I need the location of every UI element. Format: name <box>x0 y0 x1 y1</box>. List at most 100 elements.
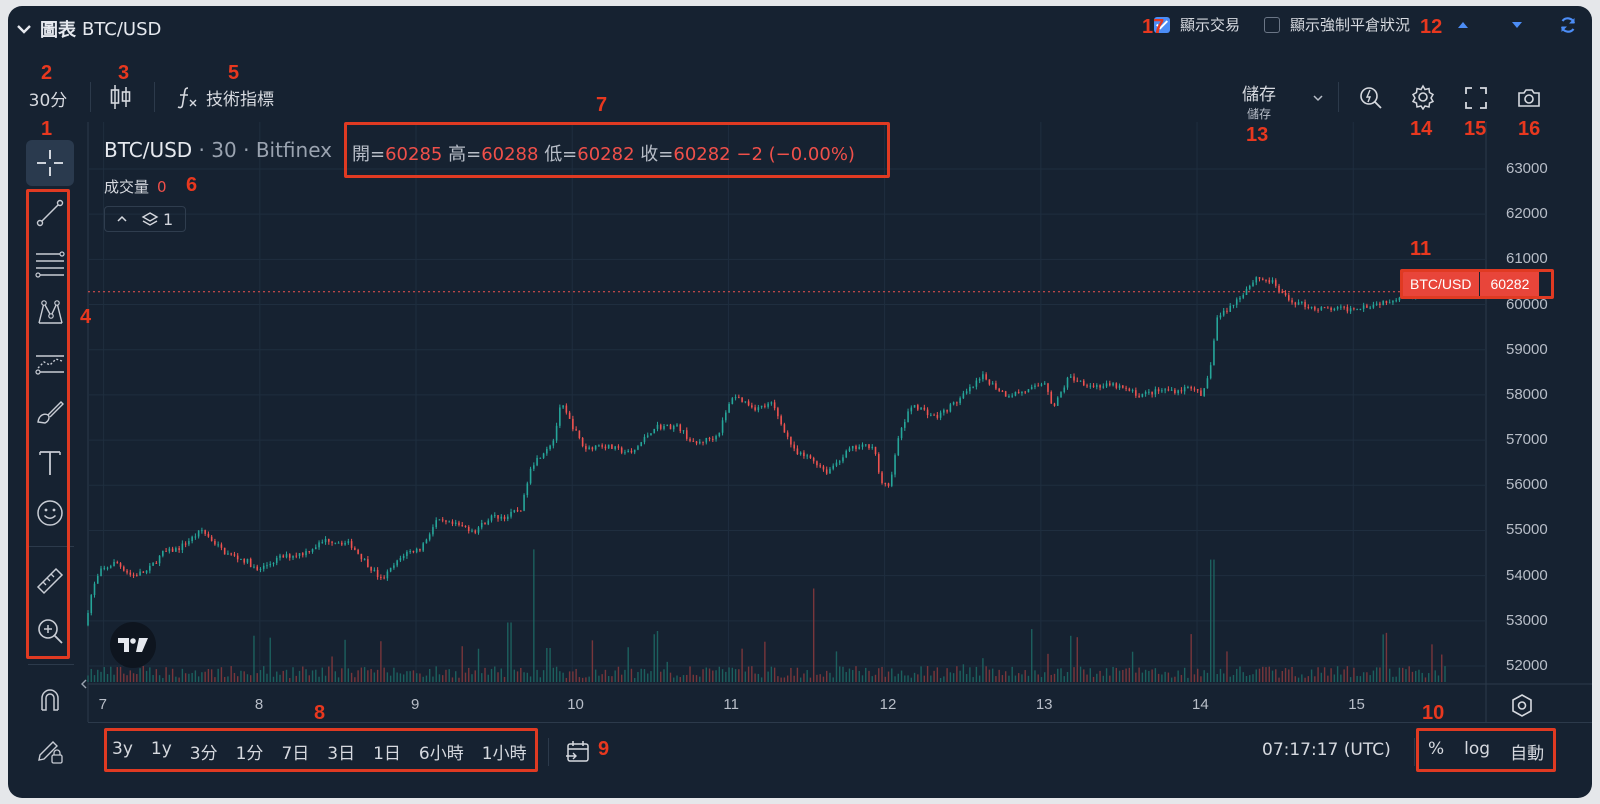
candle-body <box>546 449 548 454</box>
forecast-tool[interactable] <box>26 342 74 384</box>
show-trades-checkbox[interactable] <box>1153 16 1170 33</box>
range-1d[interactable]: 1日 <box>373 744 401 764</box>
interval-button[interactable]: 30分 <box>24 86 72 111</box>
range-6h[interactable]: 6小時 <box>418 744 464 764</box>
legend-collapse-button[interactable]: 1 <box>104 206 186 232</box>
log-scale-button[interactable]: log <box>1464 739 1491 759</box>
candle-body <box>1135 390 1137 396</box>
candle-body <box>301 553 304 556</box>
text-tool[interactable] <box>26 442 74 484</box>
volume-bar <box>87 675 89 682</box>
candle-body <box>432 527 434 535</box>
auto-scale-button[interactable]: 自動 <box>1510 744 1545 764</box>
candle-body <box>373 569 376 571</box>
volume-bar <box>887 671 890 682</box>
annotation-16: 16 <box>1518 118 1541 140</box>
volume-bar <box>1359 676 1362 682</box>
trend-line-tool[interactable] <box>26 192 74 234</box>
range-7d[interactable]: 7日 <box>281 744 310 764</box>
quick-search-icon[interactable] <box>1358 84 1384 110</box>
volume-bar <box>1138 667 1140 682</box>
volume-bar <box>1115 667 1118 682</box>
range-3d[interactable]: 3日 <box>327 744 356 764</box>
lock-drawings-tool[interactable] <box>26 730 74 772</box>
fib-retracement-tool[interactable] <box>26 242 74 284</box>
volume-bar <box>692 674 694 682</box>
go-to-date-icon[interactable] <box>564 738 592 766</box>
emoji-tool[interactable] <box>26 492 74 534</box>
brush-tool[interactable] <box>26 392 74 434</box>
show-liquidations-checkbox[interactable] <box>1263 16 1280 33</box>
volume-bar <box>1441 654 1443 682</box>
range-1m[interactable]: 1分 <box>235 744 264 764</box>
candle-body <box>659 424 662 429</box>
range-1y[interactable]: 1y <box>150 739 172 759</box>
fullscreen-icon[interactable] <box>1464 86 1488 110</box>
save-dropdown-icon[interactable] <box>1311 92 1325 104</box>
candle-body <box>959 398 961 404</box>
candle-body <box>897 438 900 456</box>
candle-body <box>204 530 206 534</box>
header-title: 圖表 <box>40 20 76 41</box>
volume-bar <box>123 673 125 682</box>
candle-body <box>917 405 919 410</box>
volume-bar <box>1275 669 1277 682</box>
volume-bar <box>1122 669 1124 682</box>
volume-bar <box>614 670 616 682</box>
utc-clock[interactable]: 07:17:17 (UTC) <box>1262 740 1391 760</box>
volume-bar <box>1109 675 1111 682</box>
volume-bar <box>285 669 288 682</box>
volume-bar <box>168 674 171 682</box>
text-icon <box>39 451 61 475</box>
measure-tool[interactable] <box>26 560 74 602</box>
candle-body <box>1252 282 1254 286</box>
annotation-7: 7 <box>596 94 608 116</box>
volume-bar <box>552 667 555 682</box>
price-tick: 57000 <box>1506 431 1548 449</box>
candle-body <box>1287 295 1290 301</box>
refresh-icon[interactable] <box>1558 15 1578 35</box>
chevron-down-icon[interactable] <box>14 19 34 39</box>
volume-bar <box>526 672 529 682</box>
volume-bar <box>1040 677 1043 682</box>
annotation-15: 15 <box>1464 118 1487 140</box>
candle-body <box>783 424 786 433</box>
pattern-tool[interactable] <box>26 292 74 334</box>
volume-bar <box>139 668 141 682</box>
volume-bar <box>210 669 213 682</box>
candle-body <box>871 446 874 449</box>
caret-up-icon[interactable] <box>1456 18 1470 32</box>
caret-down-icon[interactable] <box>1510 18 1524 32</box>
candlestick-chart[interactable] <box>8 6 1592 798</box>
volume-bar <box>1411 671 1414 682</box>
candle-body <box>480 523 483 528</box>
candle-body <box>396 560 398 566</box>
candle-body <box>930 414 932 416</box>
candle-body <box>331 541 333 543</box>
volume-bar <box>1223 673 1225 682</box>
indicators-button[interactable]: 技術指標 <box>176 82 274 112</box>
range-1h[interactable]: 1小時 <box>481 744 527 764</box>
range-3m[interactable]: 3分 <box>189 744 218 764</box>
volume-bar <box>520 667 522 682</box>
axis-settings-icon[interactable] <box>1508 692 1536 720</box>
crosshair-tool[interactable] <box>26 140 74 186</box>
save-button[interactable]: 儲存 儲存 <box>1236 80 1282 122</box>
range-3y[interactable]: 3y <box>112 739 133 759</box>
scroll-left-icon[interactable] <box>78 676 90 692</box>
magnet-tool[interactable] <box>26 678 74 720</box>
candle-body <box>1027 389 1030 393</box>
volume-bar <box>972 677 974 682</box>
candle-body <box>624 452 626 454</box>
candle-body <box>812 457 815 462</box>
chart-type-button[interactable] <box>108 82 134 112</box>
percent-scale-button[interactable]: % <box>1428 739 1445 759</box>
volume-bar <box>354 677 356 682</box>
candle-body <box>136 575 138 577</box>
candle-body <box>171 548 174 552</box>
settings-gear-icon[interactable] <box>1410 84 1436 110</box>
camera-icon[interactable] <box>1516 86 1542 110</box>
volume-bar <box>227 676 229 682</box>
candle-body <box>493 515 496 517</box>
zoom-tool[interactable] <box>26 610 74 652</box>
